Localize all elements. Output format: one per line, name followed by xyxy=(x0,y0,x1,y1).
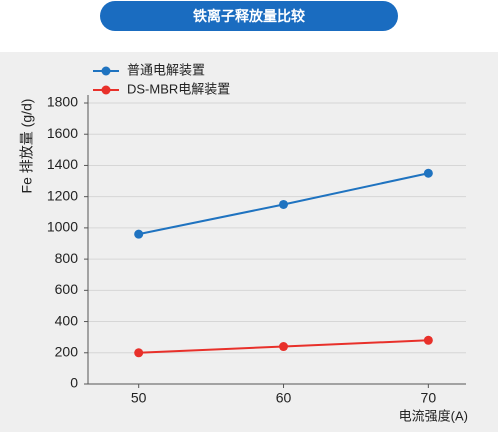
y-tick-label: 1200 xyxy=(47,187,78,203)
x-tick-label: 50 xyxy=(131,390,147,406)
chart-panel xyxy=(0,52,498,432)
legend-label: DS-MBR电解装置 xyxy=(127,81,230,96)
x-tick-label: 70 xyxy=(421,390,437,406)
data-point xyxy=(134,229,144,239)
y-tick-label: 800 xyxy=(55,250,79,266)
chart-title: 铁离子释放量比较 xyxy=(100,1,398,31)
y-tick-label: 1800 xyxy=(47,94,78,110)
data-point xyxy=(279,199,289,209)
y-tick-label: 200 xyxy=(55,343,79,359)
legend-marker xyxy=(101,85,111,95)
y-tick-label: 1400 xyxy=(47,156,78,172)
y-tick-label: 600 xyxy=(55,281,79,297)
data-point xyxy=(134,348,144,358)
y-tick-label: 400 xyxy=(55,312,79,328)
y-tick-label: 1600 xyxy=(47,125,78,141)
data-point xyxy=(423,168,433,178)
x-tick-label: 60 xyxy=(276,390,292,406)
legend-marker xyxy=(101,66,111,76)
y-tick-label: 1000 xyxy=(47,219,78,235)
data-point xyxy=(279,342,289,352)
y-axis-label: Fe 排放量 (g/d) xyxy=(19,99,35,194)
x-axis-label: 电流强度(A) xyxy=(399,408,468,423)
legend-label: 普通电解装置 xyxy=(127,62,205,77)
y-tick-label: 0 xyxy=(70,375,78,391)
data-point xyxy=(423,335,433,345)
